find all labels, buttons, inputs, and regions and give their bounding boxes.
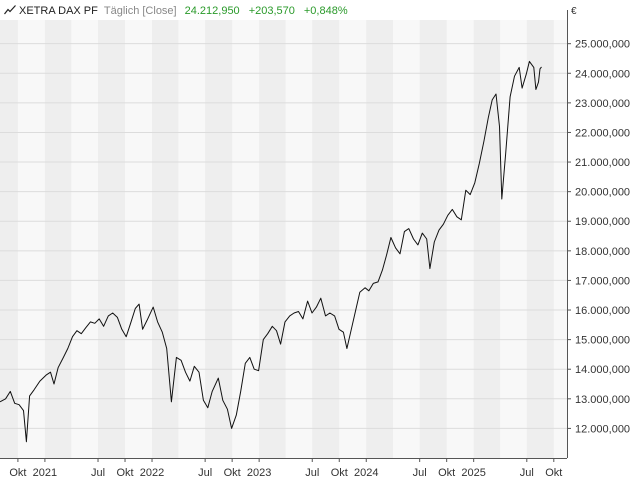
x-tick-label: 2022: [140, 467, 164, 479]
y-tick-label: 13.000,000: [575, 394, 630, 406]
y-tick-label: 18.000,000: [575, 246, 630, 258]
x-tick-label: Jul: [305, 467, 319, 479]
quarter-band: [526, 20, 554, 458]
y-tick-label: 15.000,000: [575, 335, 630, 347]
series-layer: [0, 60, 542, 443]
quarter-band: [473, 20, 501, 458]
x-tick-label: Jul: [91, 467, 105, 479]
quarter-band: [152, 20, 179, 458]
y-tick-label: 17.000,000: [575, 275, 630, 287]
y-tick-label: 20.000,000: [575, 187, 630, 199]
last-price: 24.212,950: [184, 5, 240, 17]
y-tick-label: 19.000,000: [575, 216, 630, 228]
x-tick-label: Okt: [9, 467, 26, 479]
quarter-band: [44, 20, 72, 458]
quarter-band: [98, 20, 126, 458]
axes: [0, 10, 568, 462]
quarter-band: [259, 20, 286, 458]
y-tick-label: 16.000,000: [575, 305, 630, 317]
x-tick-label: Jul: [413, 467, 427, 479]
y-tick-label: 24.000,000: [575, 68, 630, 80]
quarter-band: [0, 20, 18, 458]
quarter-band: [366, 20, 393, 458]
price-change-percent: +0,848%: [303, 5, 348, 17]
x-tick-label: Jul: [198, 467, 212, 479]
chart-header: XETRA DAX PF Täglich [Close] 24.212,950 …: [4, 3, 348, 19]
x-tick-label: 2024: [354, 467, 378, 479]
line-chart-icon[interactable]: [4, 4, 16, 18]
x-axis-labels: Okt 2021 Jul Okt 2022 Jul Okt 2023 Jul Okt 2024 Jul…: [9, 467, 562, 479]
y-tick-label: 12.000,000: [575, 423, 630, 435]
x-tick-label: Okt: [545, 467, 562, 479]
y-axis-labels: 12.000,000 13.000,000 14.000,000 15.000,000…: [575, 39, 630, 436]
grid-lines: [0, 43, 571, 429]
x-tick-label: 2025: [461, 467, 485, 479]
x-tick-label: 2023: [247, 467, 271, 479]
x-tick-label: Okt: [116, 467, 133, 479]
y-tick-label: 14.000,000: [575, 364, 630, 376]
x-tick-label: 2021: [33, 467, 57, 479]
x-tick-label: Jul: [520, 467, 534, 479]
price-series-line: [0, 60, 542, 443]
y-tick-label: 23.000,000: [575, 98, 630, 110]
currency-label: €: [571, 6, 577, 17]
price-change: +203,570: [248, 5, 295, 17]
quarter-band: [419, 20, 447, 458]
y-tick-label: 22.000,000: [575, 127, 630, 139]
instrument-symbol: XETRA DAX PF: [19, 5, 98, 17]
x-tick-label: Okt: [438, 467, 455, 479]
quarter-band: [312, 20, 340, 458]
period-label: Täglich [Close]: [103, 5, 177, 17]
quarter-band: [205, 20, 233, 458]
x-tick-label: Okt: [224, 467, 241, 479]
y-tick-label: 25.000,000: [575, 39, 630, 51]
x-tick-label: Okt: [331, 467, 348, 479]
period-bands: [0, 20, 567, 458]
y-tick-label: 21.000,000: [575, 157, 630, 169]
